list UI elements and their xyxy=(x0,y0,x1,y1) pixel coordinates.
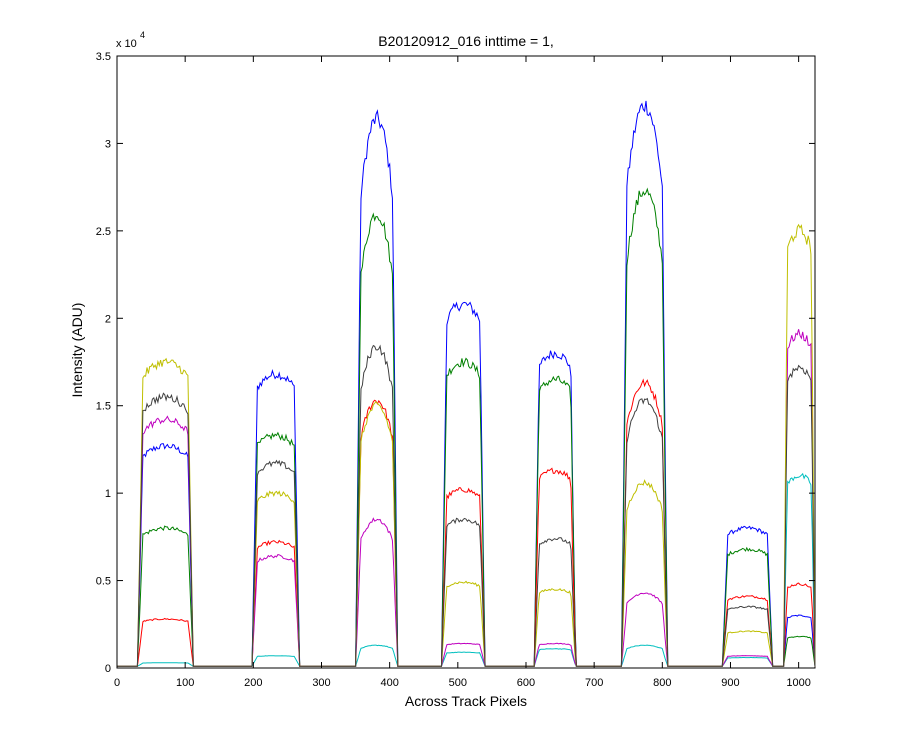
x-tick-label: 400 xyxy=(380,677,398,689)
series-line-7 xyxy=(117,344,816,667)
x-tick-label: 300 xyxy=(312,677,330,689)
x-tick-label: 600 xyxy=(517,677,535,689)
y-tick-label: 2 xyxy=(105,313,111,325)
y-axis-label: Intensity (ADU) xyxy=(69,303,85,398)
tick-layer: 0 100 200 300 400 500 600 700 800 900 1000 0 0.5 1 1.5… xyxy=(96,51,815,689)
x-tick-label: 100 xyxy=(176,677,194,689)
plot-area: 0 100 200 300 400 500 600 700 800 900 1000 0 0.5 1 1.5… xyxy=(96,51,816,689)
x-tick-label: 200 xyxy=(244,677,262,689)
axes-box xyxy=(116,55,816,669)
y-tick-label: 1.5 xyxy=(96,401,111,413)
x-tick-label: 800 xyxy=(653,677,671,689)
x-tick-label: 500 xyxy=(449,677,467,689)
x-axis-label: Across Track Pixels xyxy=(405,693,527,709)
y-tick-label: 0 xyxy=(105,663,111,675)
y-tick-label: 1 xyxy=(105,488,111,500)
y-tick-label: 3.5 xyxy=(96,51,111,63)
y-exponent-label: x 10 xyxy=(116,38,137,50)
y-tick-label: 3 xyxy=(105,138,111,150)
x-tick-label: 700 xyxy=(585,677,603,689)
y-tick-label: 2.5 xyxy=(96,226,111,238)
x-tick-label: 0 xyxy=(114,677,120,689)
chart-title: B20120912_016 inttime = 1, xyxy=(378,33,554,49)
series-layer xyxy=(117,100,816,667)
x-tick-label: 900 xyxy=(721,677,739,689)
x-tick-label: 1000 xyxy=(786,677,810,689)
y-tick-label: 0.5 xyxy=(96,576,111,588)
y-exponent-value: 4 xyxy=(140,30,145,40)
